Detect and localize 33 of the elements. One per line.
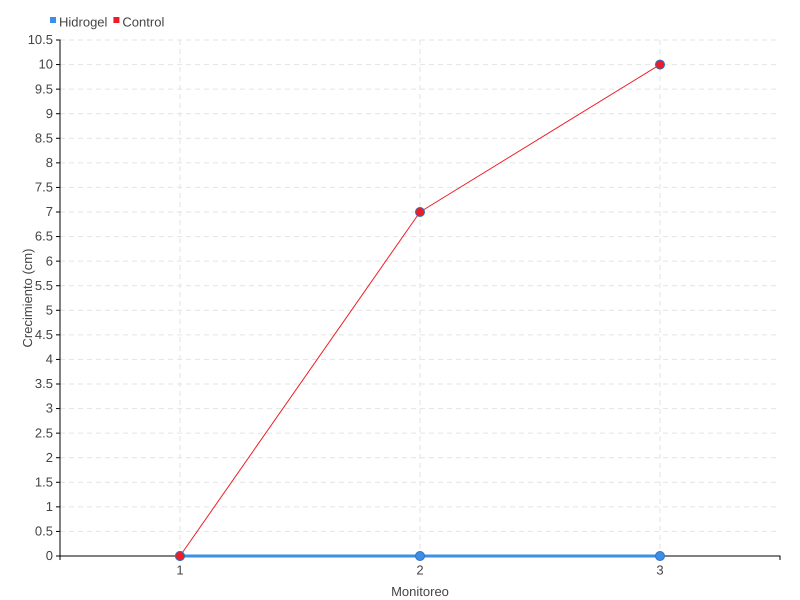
y-tick-label: 8.5 — [34, 130, 53, 146]
y-tick-label: 9 — [46, 106, 53, 121]
point — [415, 551, 425, 561]
x-axis-title: Monitoreo — [391, 584, 449, 599]
point — [415, 207, 425, 217]
x-tick-label: 2 — [416, 562, 424, 578]
y-axis-title: Crecimiento (cm) — [20, 248, 35, 348]
y-tick-label: 4 — [46, 352, 53, 367]
y-tick-label: 1.5 — [34, 474, 53, 490]
y-tick-label: 3 — [46, 400, 53, 416]
y-tick-label: 6 — [46, 253, 53, 268]
point — [655, 551, 665, 561]
y-tick-label: 3.5 — [34, 376, 53, 392]
x-tick-label: 1 — [176, 562, 184, 578]
y-tick-label: 7 — [46, 204, 53, 220]
y-tick-label: 7.5 — [34, 180, 53, 195]
y-tick-label: 10.5 — [28, 32, 53, 48]
y-tick-label: 2 — [46, 450, 53, 465]
y-tick-label: 5 — [46, 302, 53, 318]
legend-label: Control — [122, 14, 164, 30]
legend-label: Hidrogel — [59, 14, 108, 30]
y-tick-label: 8 — [46, 155, 53, 170]
y-tick-label: 6.5 — [34, 228, 53, 244]
y-tick-label: 5.5 — [34, 278, 53, 293]
y-tick-label: 9.5 — [34, 81, 53, 96]
y-tick-label: 0.5 — [34, 524, 53, 539]
point — [655, 60, 665, 70]
y-tick-label: 0 — [46, 548, 53, 564]
y-tick-label: 1 — [46, 499, 53, 514]
x-tick-label: 3 — [656, 562, 664, 578]
y-tick-label: 4.5 — [34, 327, 53, 342]
y-tick-label: 2.5 — [34, 425, 53, 440]
y-tick-label: 10 — [38, 56, 53, 72]
